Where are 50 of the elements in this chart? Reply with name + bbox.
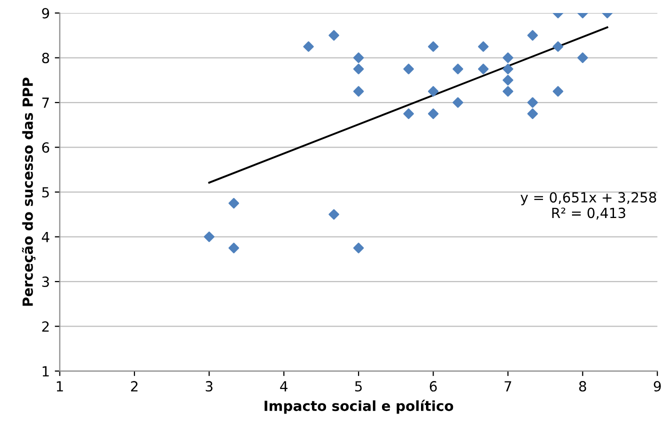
point [403, 64, 414, 74]
point [527, 30, 538, 41]
x-tick-label: 4 [280, 381, 288, 392]
x-tick-label: 2 [131, 381, 138, 392]
point [502, 86, 514, 97]
point [428, 41, 439, 52]
point [303, 41, 314, 52]
x-tick-label: 9 [654, 381, 661, 392]
point [452, 64, 464, 74]
point [577, 52, 588, 64]
y-tick-label: 6 [42, 142, 50, 153]
point [527, 97, 538, 108]
point [428, 108, 439, 120]
point [552, 41, 564, 52]
x-tick-label: 1 [56, 381, 63, 392]
x-tick-label: 3 [206, 381, 212, 392]
x-tick-label: 8 [579, 381, 586, 392]
point [502, 52, 514, 64]
y-axis-title: Perceção do sucesso das PPP [22, 78, 36, 306]
annotation: y = 0,651x + 3,258 R² = 0,413 [520, 192, 656, 220]
y-tick-label: 8 [42, 52, 50, 64]
point [552, 86, 564, 97]
x-tick-label: 5 [355, 381, 362, 392]
point [353, 86, 364, 97]
point [452, 97, 464, 108]
x-tick-label: 7 [504, 381, 512, 392]
point [228, 198, 240, 209]
point [353, 52, 364, 64]
point [328, 209, 340, 220]
point [502, 74, 514, 86]
point [353, 64, 364, 74]
point [478, 41, 489, 52]
point [502, 64, 514, 74]
point [328, 30, 340, 41]
y-tick-label: 1 [42, 366, 49, 376]
y-tick-label: 4 [42, 232, 50, 242]
y-tick-label: 3 [42, 276, 49, 288]
y-tick-label: 9 [42, 8, 50, 18]
y-tick-label: 7 [42, 98, 49, 108]
point [353, 242, 364, 254]
point [527, 108, 538, 120]
point [428, 86, 439, 97]
point [228, 242, 240, 254]
point [204, 232, 214, 242]
x-axis-title: Impacto social e político [264, 400, 454, 414]
point [478, 64, 489, 74]
point [403, 108, 414, 120]
y-tick-label: 2 [42, 321, 49, 332]
y-tick-label: 5 [42, 187, 49, 198]
x-tick-label: 6 [430, 381, 437, 392]
